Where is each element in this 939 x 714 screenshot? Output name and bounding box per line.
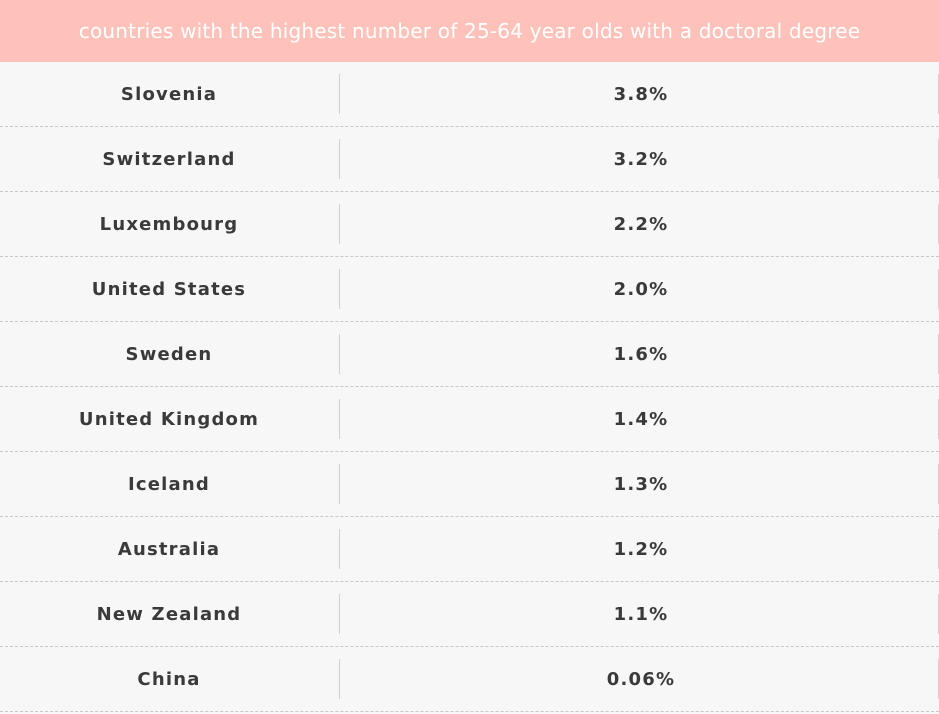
value-cell: 1.4% xyxy=(613,408,669,430)
table-row: United States 2.0% xyxy=(0,257,939,322)
country-cell: United States xyxy=(91,278,247,300)
value-cell: 1.1% xyxy=(613,603,669,625)
table-row: China 0.06% xyxy=(0,647,939,712)
country-cell: Iceland xyxy=(128,473,210,495)
table-row: Slovenia 3.8% xyxy=(0,62,939,127)
value-cell: 3.8% xyxy=(613,83,669,105)
country-cell: United Kingdom xyxy=(78,408,260,430)
data-table: Slovenia 3.8% Switzerland 3.2% Luxembourg 2.2… xyxy=(0,62,939,712)
value-cell: 1.6% xyxy=(613,343,669,365)
column-divider xyxy=(339,529,340,569)
table-row: New Zealand 1.1% xyxy=(0,582,939,647)
table-row: Luxembourg 2.2% xyxy=(0,192,939,257)
value-cell: 1.2% xyxy=(613,538,669,560)
column-divider xyxy=(339,204,340,244)
table-row: Switzerland 3.2% xyxy=(0,127,939,192)
table-row: Sweden 1.6% xyxy=(0,322,939,387)
table-row: Australia 1.2% xyxy=(0,517,939,582)
table-title: countries with the highest number of 25-… xyxy=(0,0,939,62)
value-cell: 2.2% xyxy=(613,213,669,235)
country-cell: New Zealand xyxy=(96,603,242,625)
country-cell: Switzerland xyxy=(102,148,236,170)
column-divider xyxy=(339,464,340,504)
value-cell: 2.0% xyxy=(613,278,669,300)
column-divider xyxy=(339,399,340,439)
value-cell: 0.06% xyxy=(606,668,676,690)
column-divider xyxy=(339,139,340,179)
table-row: United Kingdom 1.4% xyxy=(0,387,939,452)
value-cell: 1.3% xyxy=(613,473,669,495)
value-cell: 3.2% xyxy=(613,148,669,170)
column-divider xyxy=(339,594,340,634)
table-row: Iceland 1.3% xyxy=(0,452,939,517)
column-divider xyxy=(339,659,340,699)
country-cell: Australia xyxy=(117,538,221,560)
country-cell: Sweden xyxy=(125,343,213,365)
country-cell: China xyxy=(137,668,201,690)
column-divider xyxy=(339,74,340,114)
country-cell: Slovenia xyxy=(120,83,218,105)
column-divider xyxy=(339,269,340,309)
country-cell: Luxembourg xyxy=(99,213,239,235)
column-divider xyxy=(339,334,340,374)
